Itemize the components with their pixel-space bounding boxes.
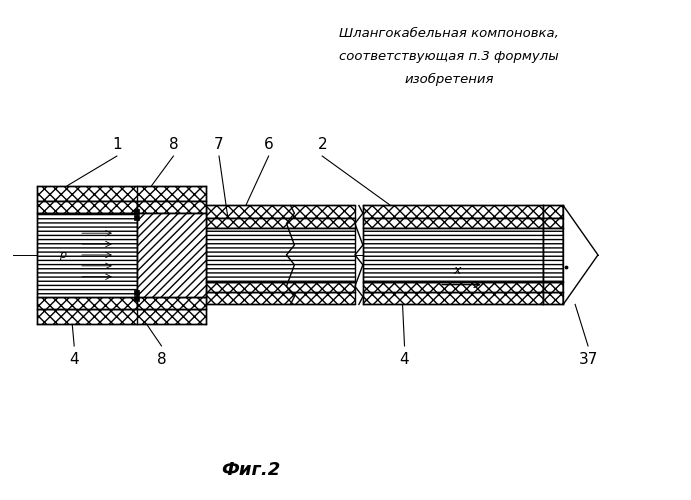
Bar	[37, 309, 206, 324]
Bar	[543, 282, 563, 292]
Bar	[137, 201, 206, 213]
Bar	[137, 213, 206, 297]
Text: 8: 8	[169, 137, 178, 152]
Text: 1: 1	[112, 137, 122, 152]
Bar	[206, 206, 355, 218]
Bar	[363, 218, 543, 228]
Text: 37: 37	[578, 352, 598, 367]
Bar	[134, 214, 140, 220]
Bar	[137, 297, 206, 309]
Bar	[37, 186, 206, 201]
Text: изобретения: изобретения	[404, 73, 494, 86]
Bar	[206, 228, 355, 281]
Text: 6: 6	[264, 137, 274, 152]
Bar	[363, 228, 543, 281]
Text: x: x	[453, 264, 461, 276]
Bar	[206, 282, 355, 292]
Text: 7: 7	[214, 137, 224, 152]
Bar	[206, 218, 355, 228]
Bar	[37, 213, 137, 297]
Bar	[37, 297, 137, 309]
Bar	[37, 201, 137, 213]
Polygon shape	[563, 206, 598, 304]
Text: Фиг.2: Фиг.2	[221, 462, 281, 479]
Bar	[134, 296, 140, 302]
Bar	[134, 290, 140, 296]
Text: соответствующая п.3 формулы: соответствующая п.3 формулы	[339, 50, 559, 63]
Bar	[206, 292, 355, 304]
Bar	[363, 292, 543, 304]
Text: 8: 8	[157, 352, 167, 367]
Bar	[543, 228, 563, 281]
Text: 4: 4	[399, 352, 409, 367]
Bar	[363, 206, 543, 218]
Text: 4: 4	[69, 352, 79, 367]
Bar	[543, 292, 563, 304]
Bar	[134, 208, 140, 214]
Text: р: р	[59, 250, 66, 260]
Bar	[543, 218, 563, 228]
Text: 2: 2	[317, 137, 327, 152]
Bar	[363, 282, 543, 292]
Bar	[543, 206, 563, 218]
Text: Шлангокабельная компоновка,: Шлангокабельная компоновка,	[339, 28, 559, 40]
